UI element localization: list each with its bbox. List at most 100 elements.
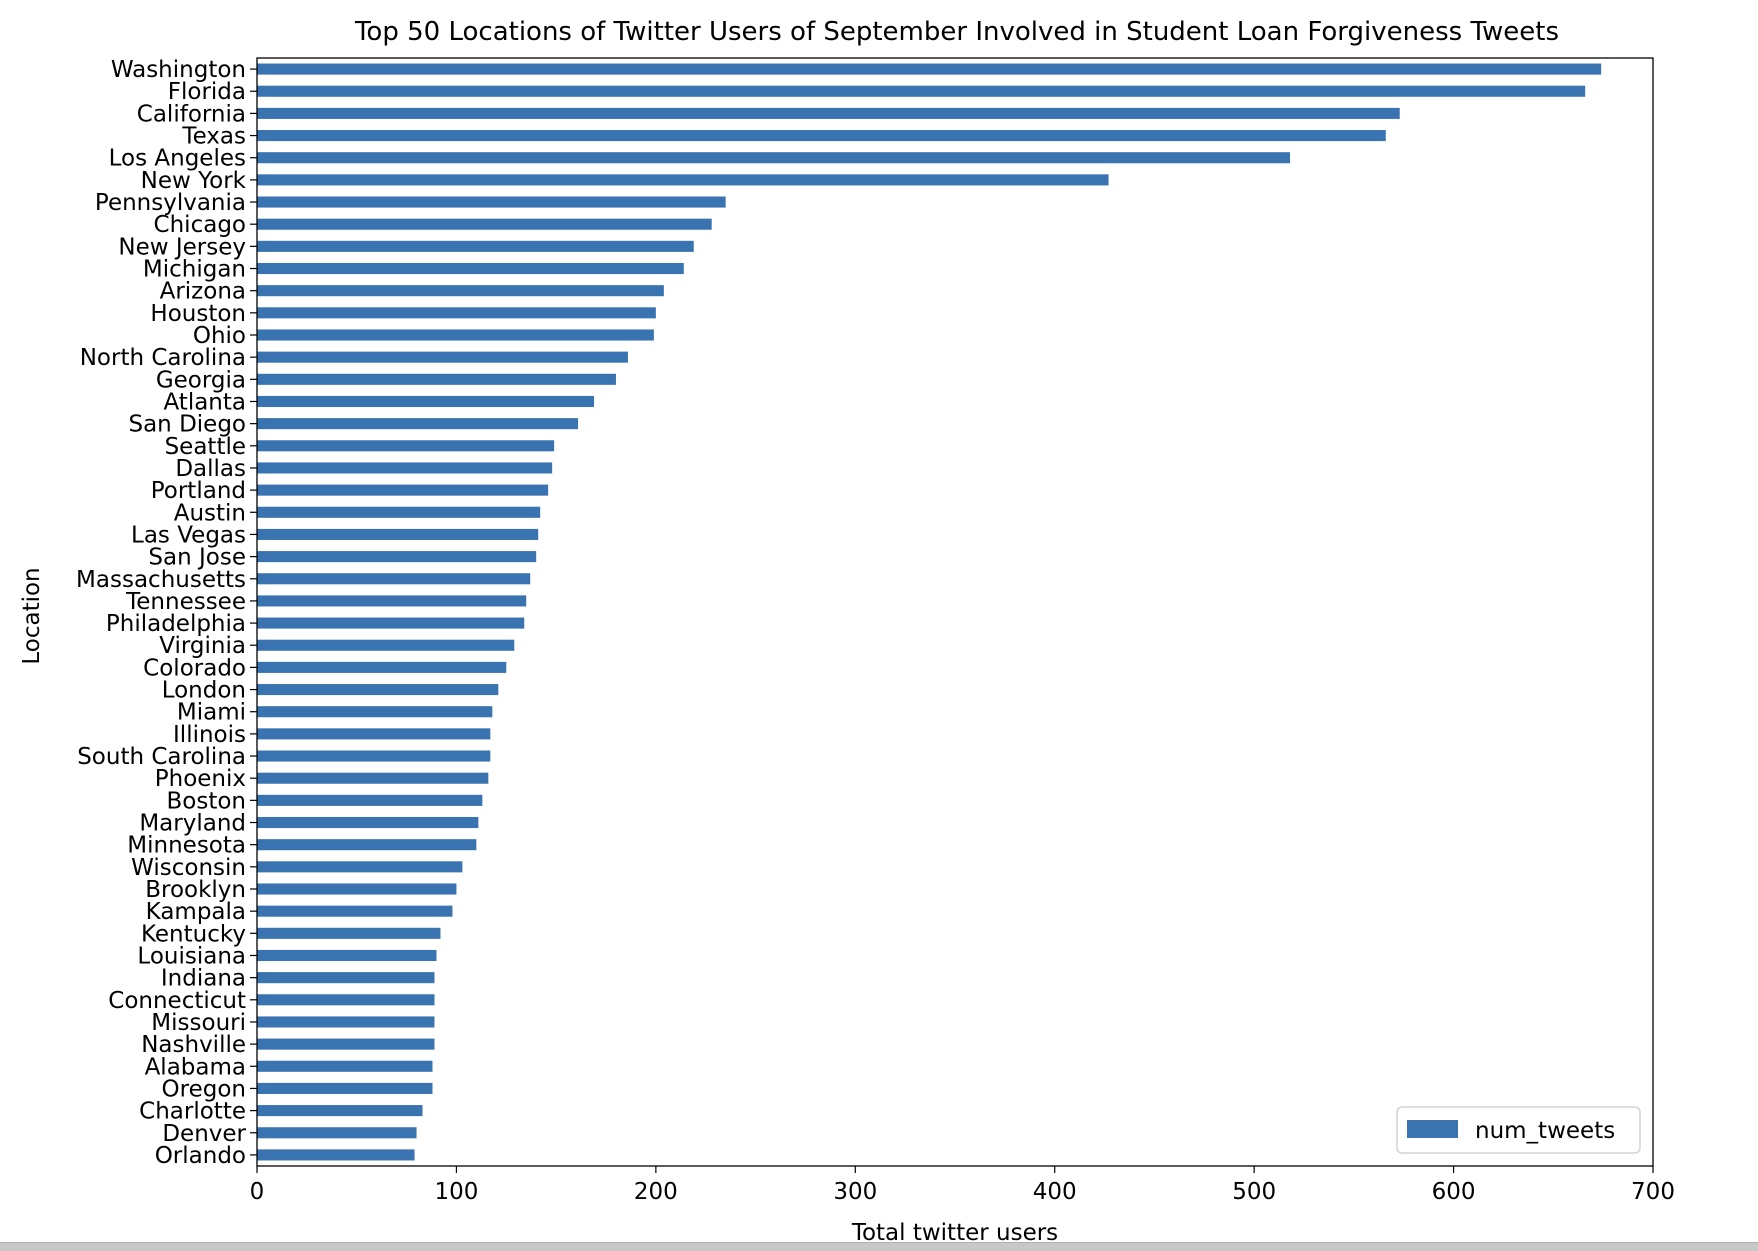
y-tick-label: South Carolina xyxy=(77,744,246,770)
y-tick-label: Brooklyn xyxy=(145,877,246,903)
y-tick-label: California xyxy=(137,101,246,127)
x-tick-label: 300 xyxy=(833,1179,877,1205)
bar-portland xyxy=(257,484,549,496)
y-tick-label: Indiana xyxy=(161,966,246,992)
y-tick-label: London xyxy=(162,678,246,704)
y-tick-label: Maryland xyxy=(139,811,246,837)
y-tick-label: Wisconsin xyxy=(131,855,246,881)
y-tick-label: Austin xyxy=(174,500,246,526)
y-tick-label: Florida xyxy=(168,79,246,105)
bar-charlotte xyxy=(257,1105,423,1117)
y-tick-label: Massachusetts xyxy=(76,567,246,593)
bar-massachusetts xyxy=(257,573,531,585)
bar-london xyxy=(257,684,499,696)
bar-new-york xyxy=(257,174,1109,186)
plot-frame xyxy=(256,57,1654,1167)
y-tick-label: Oregon xyxy=(162,1076,246,1102)
bar-brooklyn xyxy=(257,883,457,895)
y-tick-label: Miami xyxy=(177,700,246,726)
bar-missouri xyxy=(257,1016,435,1028)
y-tick-label: Atlanta xyxy=(163,389,246,415)
x-tick-label: 100 xyxy=(434,1179,478,1205)
x-tick-label: 700 xyxy=(1631,1179,1675,1205)
y-tick-label: Louisiana xyxy=(137,943,246,969)
bar-chicago xyxy=(257,218,712,230)
bar-michigan xyxy=(257,262,684,275)
bar-virginia xyxy=(257,639,515,651)
y-tick-label: Los Angeles xyxy=(109,146,246,172)
bar-los-angeles xyxy=(257,152,1291,164)
bar-new-jersey xyxy=(257,240,694,252)
y-tick-label: Alabama xyxy=(145,1054,246,1080)
y-axis-label: Location xyxy=(19,567,45,664)
bar-illinois xyxy=(257,728,491,740)
x-tick-label: 600 xyxy=(1432,1179,1476,1205)
bar-philadelphia xyxy=(257,617,525,629)
bar-georgia xyxy=(257,373,616,385)
y-tick-label: Orlando xyxy=(155,1143,246,1169)
bar-colorado xyxy=(257,661,507,673)
bar-maryland xyxy=(257,816,479,829)
y-tick-label: Texas xyxy=(181,124,246,150)
bar-kentucky xyxy=(257,927,441,939)
y-tick-label: Kampala xyxy=(146,899,246,925)
y-tick-label: Portland xyxy=(151,478,246,504)
y-tick-label: New Jersey xyxy=(118,234,246,260)
y-tick-label: Pennsylvania xyxy=(95,190,246,216)
bar-alabama xyxy=(257,1060,433,1072)
bar-nashville xyxy=(257,1038,435,1050)
y-tick-label: Washington xyxy=(111,57,246,83)
x-tick-label: 0 xyxy=(250,1179,265,1205)
bars-layer xyxy=(257,63,1602,1161)
bar-kampala xyxy=(257,905,453,917)
y-tick-label: Tennessee xyxy=(125,589,246,615)
x-tick-label: 400 xyxy=(1033,1179,1077,1205)
y-tick-label: Boston xyxy=(166,788,246,814)
y-tick-label: Las Vegas xyxy=(131,522,246,548)
bar-florida xyxy=(257,85,1586,97)
window-bottom-edge xyxy=(0,1242,1758,1251)
x-tick-label: 500 xyxy=(1232,1179,1276,1205)
y-tick-label: Nashville xyxy=(141,1032,246,1058)
y-tick-label: Dallas xyxy=(175,456,246,482)
y-tick-label: Connecticut xyxy=(108,988,246,1014)
y-tick-label: Georgia xyxy=(156,367,246,393)
bar-wisconsin xyxy=(257,861,463,873)
x-axis-label: Total twitter users xyxy=(851,1220,1058,1246)
bar-louisiana xyxy=(257,949,437,962)
bar-indiana xyxy=(257,972,435,984)
bar-san-jose xyxy=(257,551,537,563)
legend-box xyxy=(1396,1106,1641,1154)
bar-austin xyxy=(257,506,541,518)
bar-washington xyxy=(257,63,1602,75)
chart-title: Top 50 Locations of Twitter Users of Sep… xyxy=(354,17,1559,47)
y-tick-label: Missouri xyxy=(151,1010,246,1036)
bar-boston xyxy=(257,794,483,806)
bar-houston xyxy=(257,307,656,319)
bar-dallas xyxy=(257,462,553,474)
bar-arizona xyxy=(257,285,664,297)
y-tick-label: Kentucky xyxy=(141,921,246,947)
bar-pennsylvania xyxy=(257,196,726,208)
y-tick-label: Minnesota xyxy=(127,833,246,859)
y-tick-label: San Diego xyxy=(128,412,246,438)
bar-san-diego xyxy=(257,418,579,430)
bar-south-carolina xyxy=(257,750,491,762)
y-tick-label: Colorado xyxy=(143,655,246,681)
y-tick-label: Denver xyxy=(162,1121,246,1147)
x-axis-ticks: 0 100 200 300 400 500 600 700 xyxy=(250,1166,1675,1205)
bar-seattle xyxy=(257,440,555,452)
y-tick-label: Phoenix xyxy=(155,766,246,792)
y-tick-label: Houston xyxy=(150,301,246,327)
bar-north-carolina xyxy=(257,351,628,363)
y-tick-label: San Jose xyxy=(148,545,246,571)
y-tick-label: Ohio xyxy=(193,323,246,349)
y-tick-label: New York xyxy=(141,168,247,194)
bar-atlanta xyxy=(257,395,595,408)
bar-denver xyxy=(257,1127,417,1139)
y-tick-label: Illinois xyxy=(173,722,246,748)
bar-oregon xyxy=(257,1082,433,1094)
y-tick-label: Philadelphia xyxy=(106,611,246,637)
bar-texas xyxy=(257,130,1386,142)
y-tick-label: Seattle xyxy=(165,434,246,460)
